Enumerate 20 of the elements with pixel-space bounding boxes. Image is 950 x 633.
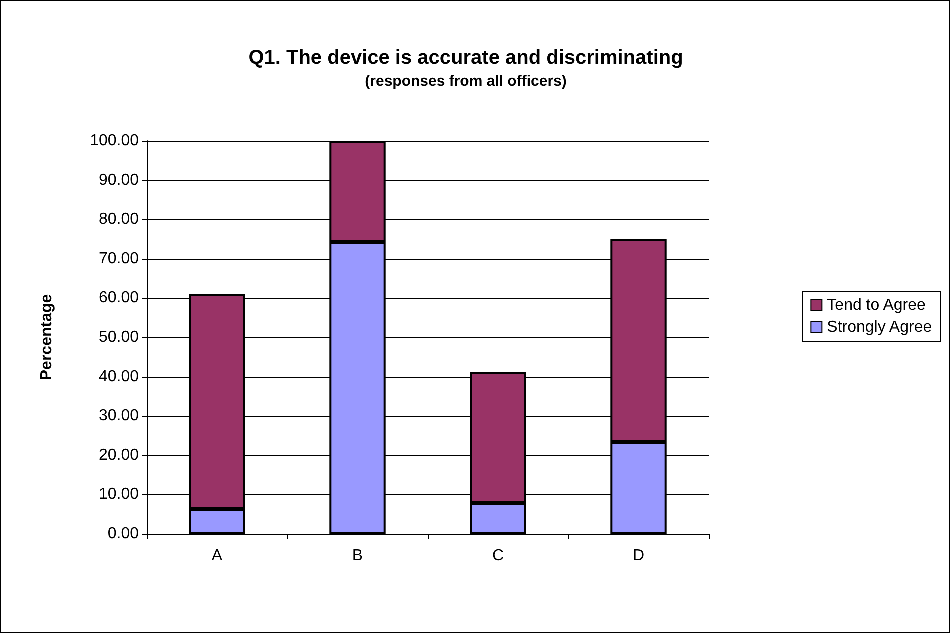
- y-tick-label: 100.00: [90, 132, 140, 150]
- y-tick-label: 60.00: [98, 290, 140, 307]
- legend-label: Strongly Agree: [827, 319, 932, 336]
- y-axis-title: Percentage: [38, 294, 56, 381]
- y-tick-label: 40.00: [98, 368, 140, 386]
- y-tick-label: 0.00: [108, 526, 140, 542]
- y-tick-label: 10.00: [98, 486, 140, 504]
- chart-subtitle: (responses from all officers): [365, 73, 567, 90]
- y-tick-label: 30.00: [98, 408, 140, 425]
- y-tick-label: 70.00: [98, 250, 140, 268]
- x-tick-label: A: [212, 548, 223, 564]
- x-tick-label: C: [492, 548, 504, 564]
- y-tick-label: 90.00: [98, 172, 140, 189]
- y-tick-label: 80.00: [98, 211, 140, 228]
- x-tick-label: D: [632, 548, 645, 564]
- legend-label: Tend to Agree: [827, 297, 926, 314]
- y-tick-label: 50.00: [98, 329, 140, 346]
- x-tick-label: B: [352, 548, 364, 564]
- chart-title: Q1. The device is accurate and discriminating: [248, 47, 684, 69]
- y-tick-label: 20.00: [98, 446, 140, 464]
